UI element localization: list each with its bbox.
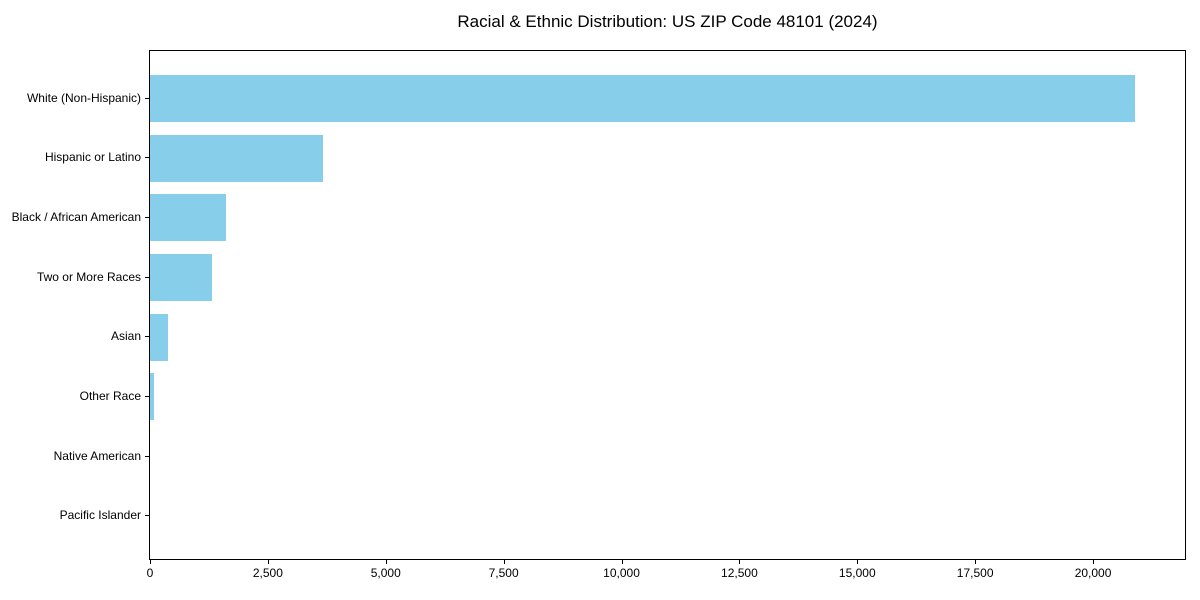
x-axis-tick-label: 15,000 xyxy=(838,566,876,580)
x-axis-tick-mark xyxy=(621,560,623,564)
x-axis-tick-label: 10,000 xyxy=(603,566,640,580)
y-axis-tick-mark xyxy=(145,97,149,99)
y-axis-tick-mark xyxy=(145,455,149,457)
bar xyxy=(150,75,1136,123)
x-axis-tick-label: 7,500 xyxy=(488,566,519,580)
x-axis-tick-label: 17,500 xyxy=(956,566,994,580)
bar xyxy=(150,313,168,361)
bar xyxy=(150,194,226,242)
x-axis-tick-label: 5,000 xyxy=(370,566,401,580)
plot-area xyxy=(149,50,1186,560)
bar xyxy=(150,134,323,182)
x-axis-tick-label: 0 xyxy=(146,566,154,580)
x-axis-tick-mark xyxy=(150,560,151,564)
x-axis-tick-mark xyxy=(1093,560,1095,564)
y-axis-tick-mark xyxy=(145,395,149,397)
bar xyxy=(150,254,212,302)
x-axis-tick-mark xyxy=(739,560,741,564)
y-axis-tick-mark xyxy=(145,157,149,159)
chart-title: Racial & Ethnic Distribution: US ZIP Cod… xyxy=(457,12,878,31)
y-axis-label: Black / African American xyxy=(11,209,141,224)
x-axis-tick-mark xyxy=(503,560,505,564)
y-axis-label: Asian xyxy=(110,329,141,344)
y-axis-label: Native American xyxy=(53,448,141,463)
bar xyxy=(150,373,155,421)
y-axis-label: Two or More Races xyxy=(36,269,141,284)
y-axis-tick-mark xyxy=(145,276,149,278)
y-axis-tick-mark xyxy=(145,336,149,338)
y-axis-label: Other Race xyxy=(79,388,141,403)
x-axis-tick-mark xyxy=(857,560,859,564)
y-axis-label: White (Non-Hispanic) xyxy=(26,90,141,105)
y-axis-label: Pacific Islander xyxy=(59,508,141,523)
x-axis-tick-label: 12,500 xyxy=(721,566,758,580)
x-axis-tick-label: 20,000 xyxy=(1074,566,1112,580)
y-axis-label: Hispanic or Latino xyxy=(44,150,141,165)
x-axis-tick-mark xyxy=(385,560,387,564)
x-axis-tick-label: 2,500 xyxy=(252,566,283,580)
x-axis-tick-mark xyxy=(267,560,269,564)
y-axis-tick-mark xyxy=(145,216,149,218)
y-axis-tick-mark xyxy=(145,515,149,517)
x-axis-tick-mark xyxy=(975,560,977,564)
